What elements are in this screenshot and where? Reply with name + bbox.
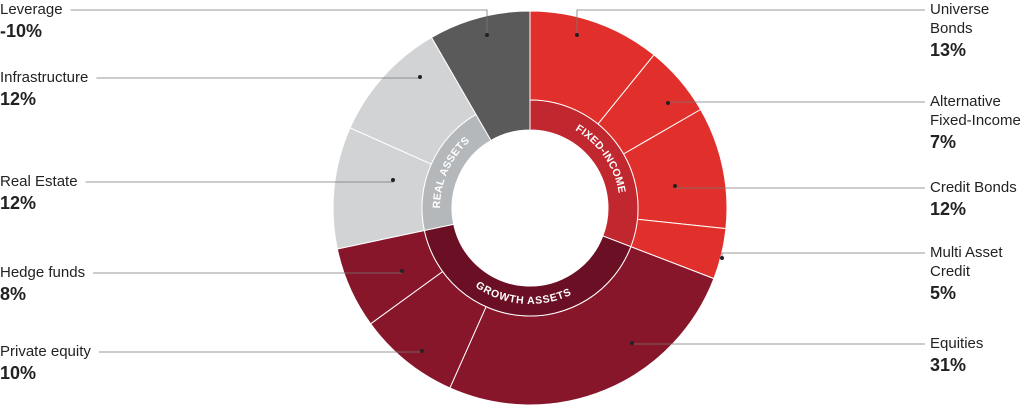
leader-dot <box>420 349 424 353</box>
category-name: Multi Asset Credit <box>930 244 1003 280</box>
segment <box>430 10 531 142</box>
value-label: 12% <box>0 89 37 109</box>
category-name: Universe Bonds <box>930 1 990 37</box>
category-name: Private equity <box>0 343 91 360</box>
leader-dot <box>630 341 634 345</box>
value-label: 5% <box>930 283 957 303</box>
segment-label: Leverage -10% <box>0 0 120 43</box>
value-label: 10% <box>0 363 37 383</box>
leader-dot <box>400 269 404 273</box>
value-label: 12% <box>0 193 37 213</box>
leader-dot <box>673 184 677 188</box>
leader-line <box>98 351 423 353</box>
segment-label: Credit Bonds 12% <box>930 178 1024 221</box>
segment-label: Multi Asset Credit 5% <box>930 243 1015 305</box>
segment-label: Universe Bonds 13% <box>930 0 1005 62</box>
leader-dot <box>575 33 579 37</box>
segment-label: Real Estate 12% <box>0 172 120 215</box>
leader-line <box>631 343 925 345</box>
value-label: 12% <box>930 199 967 219</box>
value-label: 13% <box>930 40 967 60</box>
segment-label: Infrastructure 12% <box>0 68 120 111</box>
leader-line <box>576 9 925 35</box>
value-label: -10% <box>0 21 43 41</box>
leader-dot <box>485 33 489 37</box>
hole <box>452 130 608 286</box>
segment-label: Alternative Fixed-Income 7% <box>930 92 1024 154</box>
category-name: Real Estate <box>0 173 78 190</box>
segment-label: Equities 31% <box>930 334 1020 377</box>
category-name: Alternative Fixed-Income <box>930 93 1021 129</box>
leader-line <box>667 101 925 103</box>
leader-line <box>70 9 488 35</box>
value-label: 7% <box>930 132 957 152</box>
category-name: Credit Bonds <box>930 179 1017 196</box>
leader-dot <box>720 256 724 260</box>
value-label: 31% <box>930 355 967 375</box>
leader-line <box>721 252 925 258</box>
category-name: Infrastructure <box>0 69 89 86</box>
segment-label: Hedge funds 8% <box>0 263 120 306</box>
value-label: 8% <box>0 284 27 304</box>
segment-label: Private equity 10% <box>0 342 120 385</box>
leader-dot <box>666 101 670 105</box>
category-name: Hedge funds <box>0 264 86 281</box>
leader-dot <box>391 178 395 182</box>
leader-line <box>96 77 421 79</box>
category-name: Equities <box>930 335 984 352</box>
category-name: Leverage <box>0 1 63 18</box>
leader-dot <box>418 75 422 79</box>
